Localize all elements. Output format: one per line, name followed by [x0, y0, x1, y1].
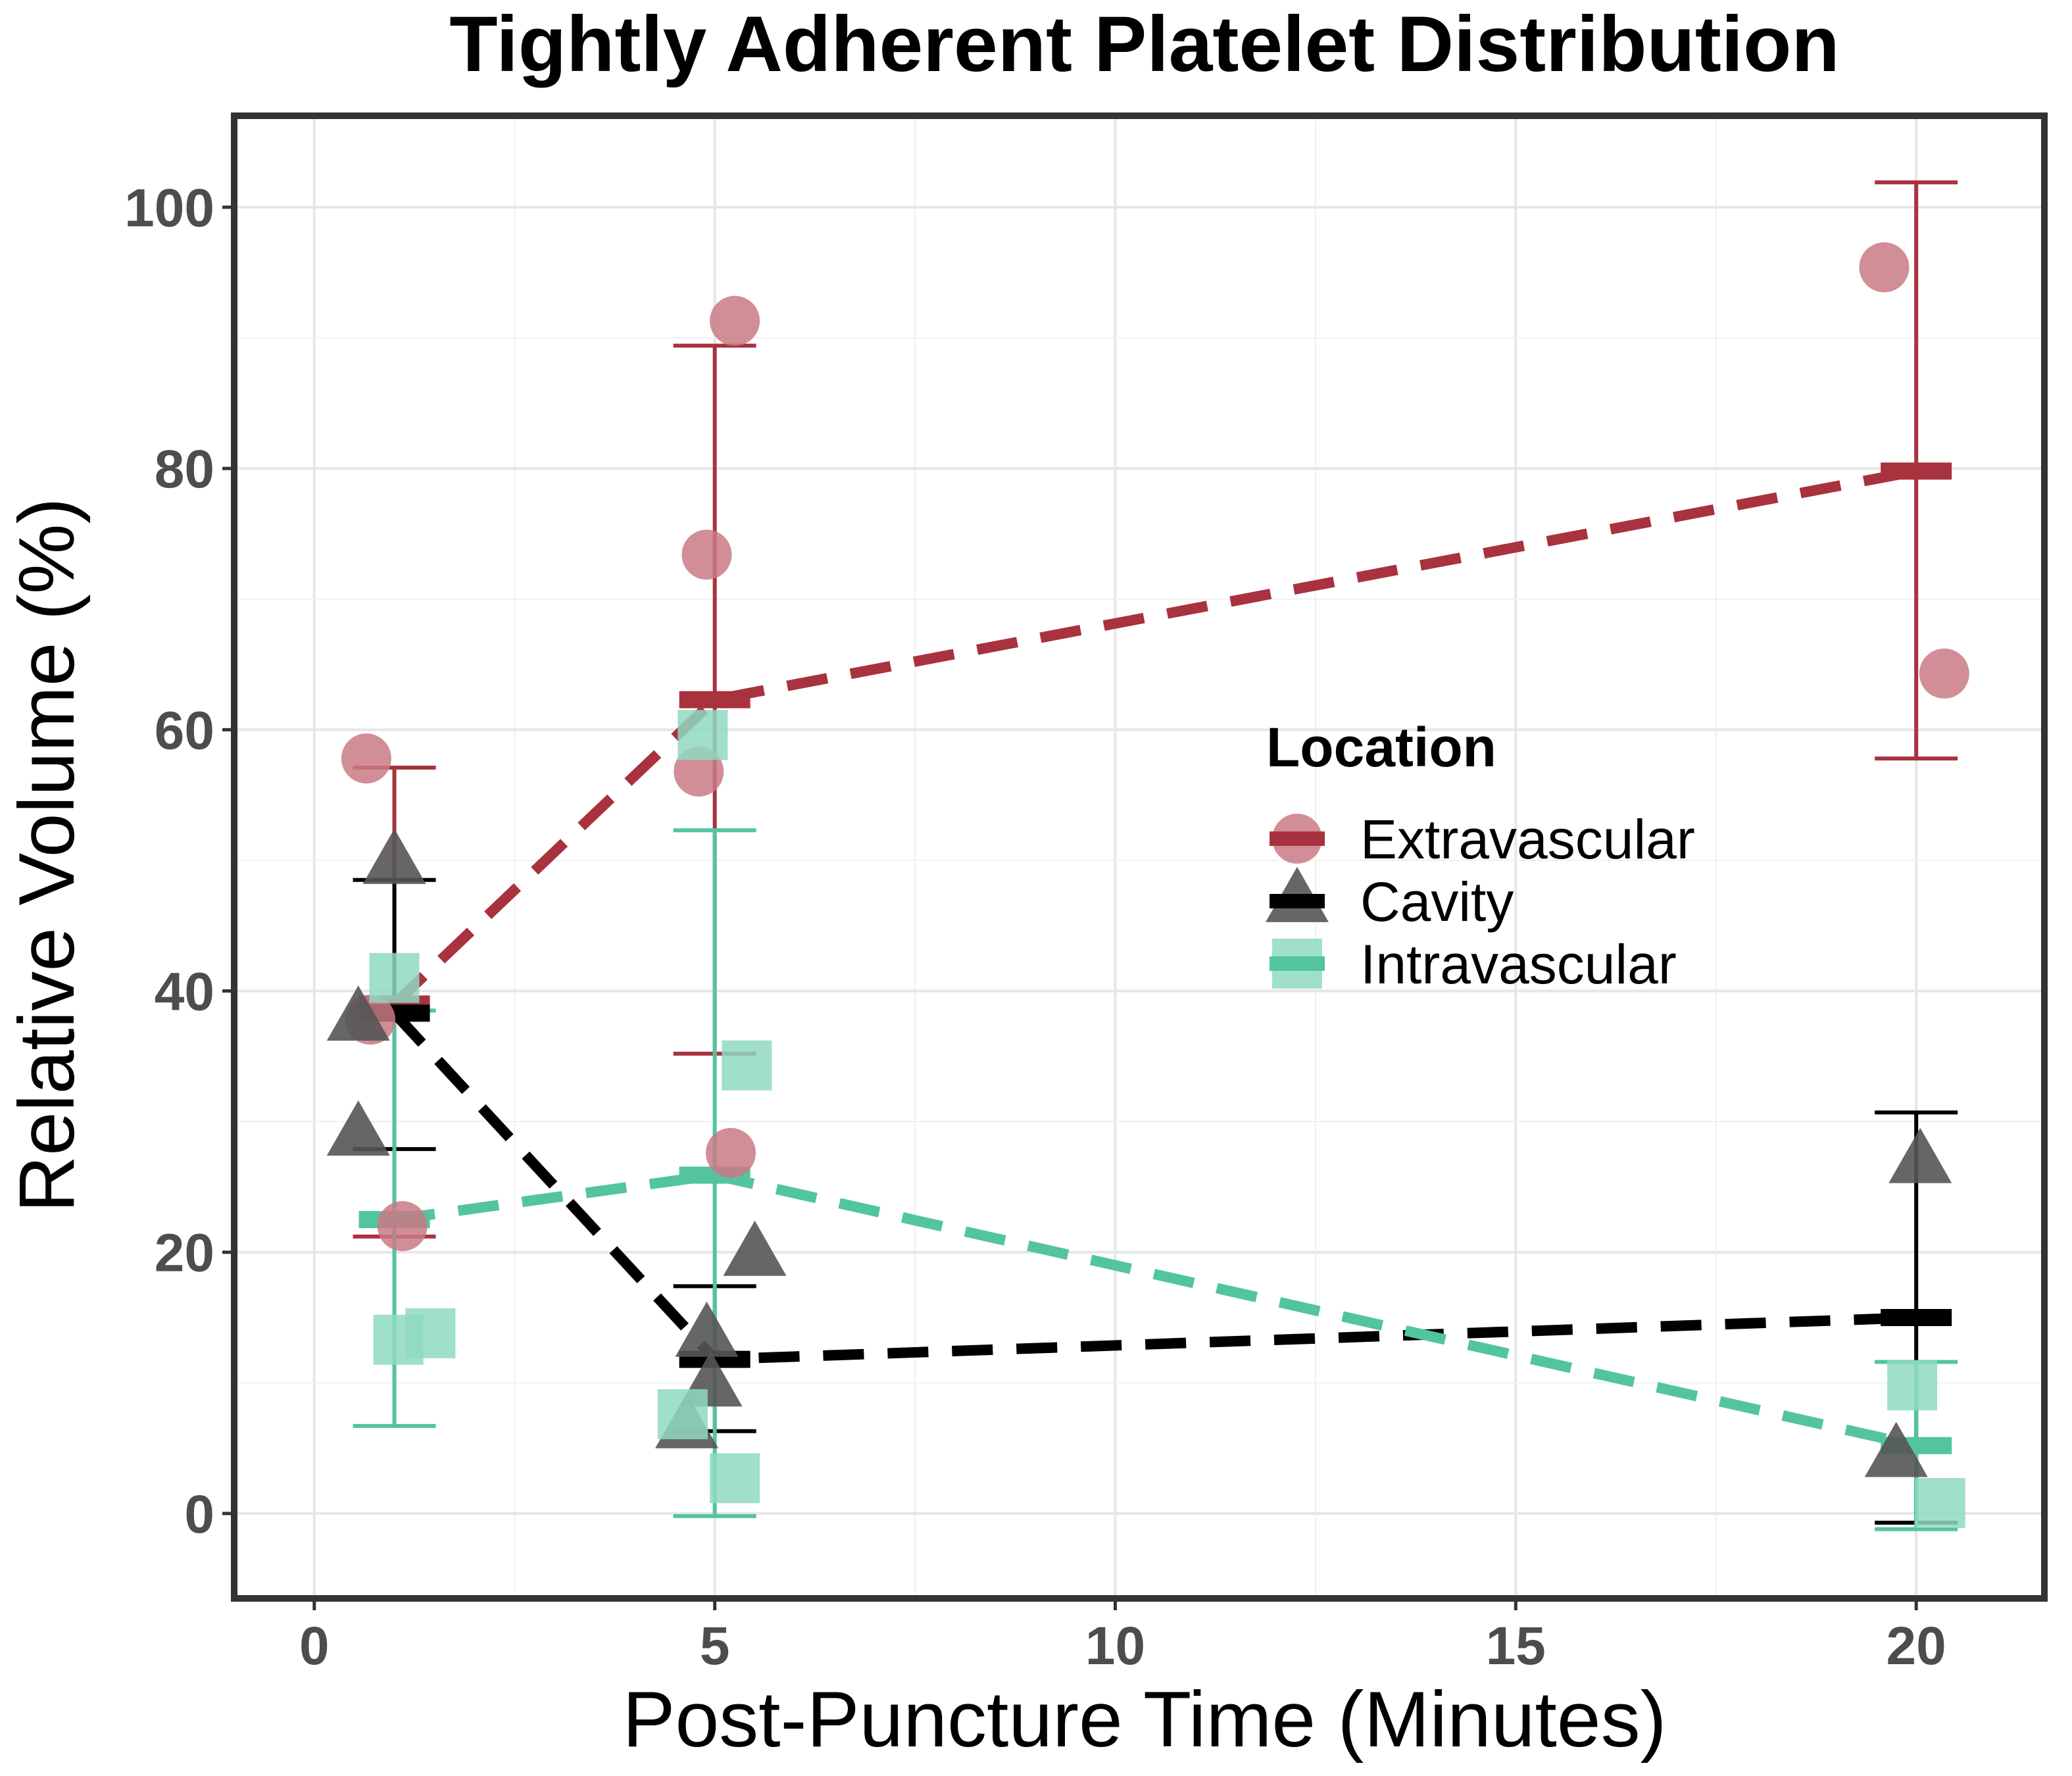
legend-key-line-intravascular	[1270, 956, 1325, 971]
legend: Location Extravascular Cavity Intravascu…	[1266, 716, 1695, 995]
data-point-extravascular	[681, 530, 732, 580]
data-point-intravascular	[710, 1453, 760, 1504]
data-point-cavity	[723, 1220, 787, 1276]
data-point-cavity	[326, 985, 390, 1041]
data-point-intravascular	[369, 952, 420, 1003]
data-point-extravascular	[1859, 242, 1910, 293]
data-point-extravascular	[710, 295, 760, 346]
y-tick-label: 80	[155, 439, 214, 499]
data-point-intravascular	[1915, 1478, 1965, 1529]
data-point-extravascular	[1919, 648, 1969, 699]
data-point-cavity	[326, 1100, 390, 1156]
x-tick-label: 20	[1887, 1616, 1946, 1676]
y-tick-label: 20	[155, 1223, 214, 1283]
data-point-extravascular	[341, 733, 391, 784]
y-tick-label: 100	[124, 178, 214, 238]
x-axis-title: Post-Puncture Time (Minutes)	[622, 1675, 1666, 1764]
data-point-extravascular	[377, 1201, 428, 1252]
y-tick-label: 60	[155, 701, 214, 760]
x-tick-label: 10	[1085, 1616, 1145, 1676]
grid-layer	[234, 116, 2044, 1598]
legend-title: Location	[1266, 716, 1496, 778]
legend-key-line-extravascular	[1270, 831, 1325, 846]
legend-key-line-cavity	[1270, 894, 1325, 908]
legend-keys	[1266, 814, 1329, 989]
chart-title: Tightly Adherent Platelet Distribution	[449, 0, 1839, 88]
data-point-cavity	[362, 828, 426, 884]
x-tick-label: 15	[1486, 1616, 1546, 1676]
data-point-intravascular	[657, 1389, 708, 1439]
y-axis-title: Relative Volume (%)	[3, 497, 91, 1212]
mean-marker-extravascular	[679, 691, 751, 708]
trend-line-extravascular	[391, 466, 1917, 1008]
data-point-layer	[326, 242, 1969, 1529]
mean-marker-extravascular	[1881, 462, 1952, 480]
data-point-extravascular	[705, 1127, 756, 1178]
x-tick-label: 0	[299, 1616, 330, 1676]
x-tick-label: 5	[700, 1616, 730, 1676]
tick-layer: 0 5 10 15 20 0 20 40 60 80 100	[124, 178, 1946, 1676]
data-point-intravascular	[678, 710, 728, 760]
data-point-intravascular	[722, 1040, 772, 1091]
data-point-intravascular	[1887, 1360, 1938, 1411]
data-point-intravascular	[405, 1308, 456, 1358]
legend-label-extravascular: Extravascular	[1360, 808, 1695, 870]
mean-marker-cavity	[1881, 1309, 1952, 1327]
data-point-cavity	[675, 1301, 739, 1357]
y-tick-label: 0	[184, 1485, 214, 1544]
legend-label-cavity: Cavity	[1360, 871, 1514, 933]
y-tick-label: 40	[155, 962, 214, 1022]
data-point-cavity	[1864, 1421, 1928, 1477]
plot-border	[231, 112, 2048, 1602]
data-point-cavity	[1888, 1127, 1952, 1183]
legend-label-intravascular: Intravascular	[1360, 933, 1677, 995]
